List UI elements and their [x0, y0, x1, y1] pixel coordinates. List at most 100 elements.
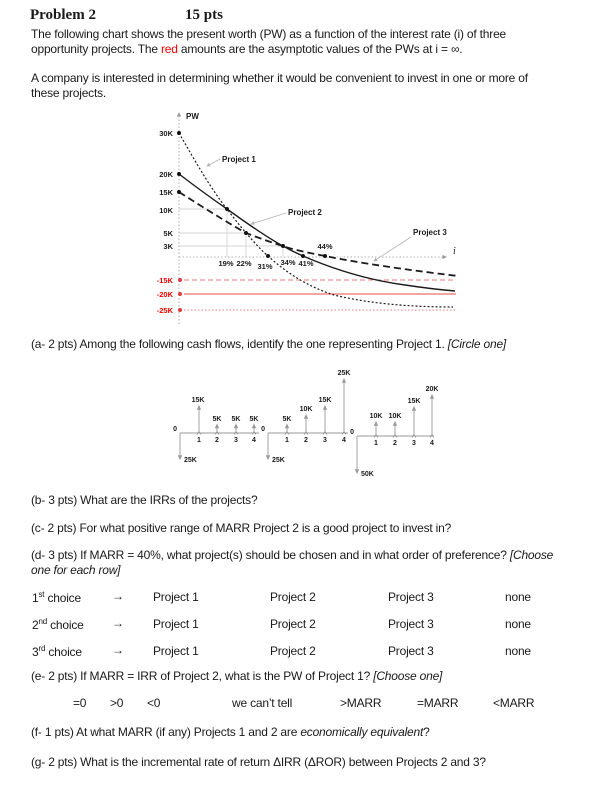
svg-text:20K: 20K	[426, 386, 439, 393]
intro-line-2-post: amounts are the asymptotic values of the…	[177, 42, 463, 56]
cf2-outflow-label: 25K	[272, 457, 285, 464]
svg-text:3K: 3K	[163, 242, 173, 251]
svg-text:1: 1	[374, 440, 378, 447]
y-tick-labels: 30K 20K 15K 10K 5K 3K	[159, 129, 173, 251]
choice-1-none[interactable]: none	[505, 590, 531, 604]
choice-3-project-1[interactable]: Project 1	[153, 644, 199, 658]
option-greater-zero[interactable]: >0	[110, 696, 124, 710]
svg-text:-20K: -20K	[157, 290, 174, 299]
svg-text:4: 4	[342, 437, 346, 444]
project2-pointer-arrow	[250, 212, 287, 225]
svg-text:5K: 5K	[232, 416, 241, 423]
option-less-marr[interactable]: <MARR	[493, 696, 535, 710]
option-cant-tell[interactable]: we can’t tell	[232, 696, 293, 710]
cf3-time-zero: 0	[350, 429, 354, 436]
question-d-line1: (d- 3 pts) If MARR = 40%, what project(s…	[31, 548, 554, 562]
choice-2-project-3[interactable]: Project 3	[388, 617, 434, 631]
cf1-outflow-label: 25K	[184, 457, 197, 464]
project3-pointer-arrow	[373, 236, 412, 262]
cf1-time-zero: 0	[173, 426, 177, 433]
choice-row-3-label: 3rd choice	[32, 644, 82, 659]
project2-label: Project 2	[288, 208, 322, 217]
cf2-inflow-labels: 5K 10K 15K 25K	[283, 370, 351, 423]
svg-text:2: 2	[393, 440, 397, 447]
data-points	[177, 131, 327, 258]
svg-text:31%: 31%	[257, 262, 272, 271]
option-less-zero[interactable]: <0	[147, 696, 161, 710]
svg-text:44%: 44%	[317, 242, 332, 251]
pw-chart: PW i 30K 20K 15K 10K 5K 3K -15K -20K -25…	[157, 112, 459, 324]
svg-text:2: 2	[215, 437, 219, 444]
svg-text:5K: 5K	[283, 416, 292, 423]
y-axis-label: PW	[186, 112, 199, 121]
cashflow-diagram-3[interactable]: 0 1 2 3 4 50K 10K 10K 15K 20K	[350, 386, 438, 478]
question-f: (f- 1 pts) At what MARR (if any) Project…	[31, 725, 430, 739]
irr-labels: 19% 22% 31% 34% 41% 44%	[218, 242, 332, 271]
svg-text:10K: 10K	[370, 413, 383, 420]
question-a: (a- 2 pts) Among the following cash flow…	[31, 337, 507, 351]
choice-2-project-2[interactable]: Project 2	[270, 617, 316, 631]
option-greater-marr[interactable]: >MARR	[340, 696, 382, 710]
svg-text:10K: 10K	[389, 413, 402, 420]
choice-2-project-1[interactable]: Project 1	[153, 617, 199, 631]
choice-3-none[interactable]: none	[505, 644, 531, 658]
intro-line-1: The following chart shows the present wo…	[31, 27, 507, 41]
cf2-time-zero: 0	[261, 426, 265, 433]
svg-text:15K: 15K	[408, 398, 421, 405]
question-a-instruction: [Circle one]	[447, 337, 507, 351]
project3-label: Project 3	[413, 228, 447, 237]
svg-text:5K: 5K	[163, 229, 173, 238]
svg-text:34%: 34%	[280, 258, 295, 267]
red-word: red	[161, 42, 178, 56]
points-label: 15 pts	[185, 7, 223, 23]
asymptote-lines	[178, 278, 456, 312]
svg-text:19%: 19%	[218, 259, 233, 268]
option-equal-zero[interactable]: =0	[73, 696, 87, 710]
choice-1-project-1[interactable]: Project 1	[153, 590, 199, 604]
cf1-inflow-labels: 15K 5K 5K 5K	[192, 397, 259, 423]
svg-text:1: 1	[285, 437, 289, 444]
svg-text:15K: 15K	[159, 188, 173, 197]
arrow-icon: →	[112, 589, 124, 603]
cashflow-diagram-2[interactable]: 0 1 2 3 4 25K 5K 10K 15K 25K	[261, 370, 350, 464]
svg-text:22%: 22%	[236, 259, 251, 268]
svg-text:3: 3	[323, 437, 327, 444]
svg-text:1: 1	[197, 437, 201, 444]
project1-label: Project 1	[222, 155, 256, 164]
cashflow-diagrams: 0 1 2 3 4 25K 15K 5K 5K 5K 0 1 2 3 4 25K 5K10K15K…	[173, 370, 438, 478]
question-b: (b- 3 pts) What are the IRRs of the proj…	[31, 493, 258, 507]
svg-text:4: 4	[252, 437, 256, 444]
svg-text:2: 2	[304, 437, 308, 444]
svg-text:5K: 5K	[213, 416, 222, 423]
svg-text:3: 3	[412, 440, 416, 447]
svg-text:-25K: -25K	[157, 306, 174, 315]
page-title: Problem 2	[30, 7, 96, 23]
option-equal-marr[interactable]: =MARR	[417, 696, 459, 710]
cf3-inflow-labels: 10K 10K 15K 20K	[370, 386, 439, 420]
svg-text:15K: 15K	[192, 397, 205, 404]
svg-text:-15K: -15K	[157, 276, 174, 285]
choice-1-project-3[interactable]: Project 3	[388, 590, 434, 604]
choice-row-1-label: 1st choice	[32, 590, 81, 605]
choice-2-none[interactable]: none	[505, 617, 531, 631]
svg-text:4: 4	[430, 440, 434, 447]
asymptote-labels: -15K -20K -25K	[157, 276, 174, 315]
choice-3-project-2[interactable]: Project 2	[270, 644, 316, 658]
intro-line-4: these projects.	[31, 86, 107, 100]
question-g: (g- 2 pts) What is the incremental rate …	[31, 755, 486, 769]
cf1-time-labels: 1 2 3 4	[197, 437, 256, 444]
choice-row-2-label: 2nd choice	[32, 617, 84, 632]
arrow-icon: →	[112, 643, 124, 657]
question-d-line2: one for each row]	[31, 563, 121, 577]
cf3-outflow-label: 50K	[361, 471, 374, 478]
question-e: (e- 2 pts) If MARR = IRR of Project 2, w…	[31, 669, 443, 683]
cf3-time-labels: 1 2 3 4	[374, 440, 434, 447]
project1-curve	[178, 132, 454, 308]
cashflow-diagram-1[interactable]: 0 1 2 3 4 25K 15K 5K 5K 5K	[173, 397, 259, 464]
question-c: (c- 2 pts) For what positive range of MA…	[31, 521, 452, 535]
choice-1-project-2[interactable]: Project 2	[270, 590, 316, 604]
svg-text:30K: 30K	[159, 129, 173, 138]
svg-text:15K: 15K	[319, 397, 332, 404]
choice-3-project-3[interactable]: Project 3	[388, 644, 434, 658]
